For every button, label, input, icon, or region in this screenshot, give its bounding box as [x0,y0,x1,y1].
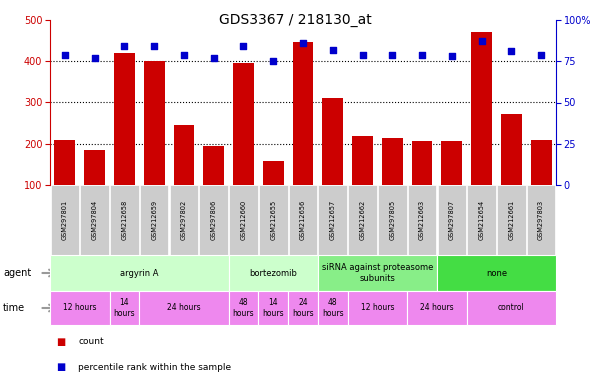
Text: GSM212663: GSM212663 [419,200,425,240]
Bar [54,140,75,226]
Text: none: none [486,268,507,278]
Point [120,43,129,50]
Text: GSM212658: GSM212658 [121,200,128,240]
Bar [531,140,551,226]
Text: ■: ■ [56,362,65,372]
Point [358,51,367,58]
Text: count: count [79,337,104,346]
Point [239,43,248,50]
Text: bortezomib: bortezomib [249,268,297,278]
Text: GSM297805: GSM297805 [389,200,395,240]
Text: GSM212656: GSM212656 [300,200,306,240]
Text: 24 hours: 24 hours [167,303,201,313]
Point [506,48,516,55]
Point [90,55,99,61]
Text: GSM297801: GSM297801 [62,200,68,240]
Text: 12 hours: 12 hours [361,303,394,313]
Text: GSM297803: GSM297803 [538,200,544,240]
Point [447,53,457,60]
Text: 12 hours: 12 hours [63,303,96,313]
Point [60,51,70,58]
Text: control: control [498,303,525,313]
Bar [144,61,165,226]
Text: 48
hours: 48 hours [322,298,343,318]
Text: ■: ■ [56,336,65,346]
Text: 14
hours: 14 hours [113,298,135,318]
Text: GSM212661: GSM212661 [508,200,514,240]
Text: percentile rank within the sample: percentile rank within the sample [79,363,232,372]
Point [209,55,219,61]
Point [417,51,427,58]
Point [388,51,397,58]
Text: GSM297804: GSM297804 [92,200,98,240]
Point [328,46,337,53]
Text: GSM212659: GSM212659 [151,200,157,240]
Point [268,58,278,65]
Point [150,43,159,50]
Bar [293,42,313,226]
Text: GSM212654: GSM212654 [479,200,485,240]
Bar [263,162,284,226]
Point [179,51,189,58]
Text: argyrin A: argyrin A [120,268,158,278]
Text: GSM212662: GSM212662 [359,200,365,240]
Bar [174,125,194,226]
Point [477,38,486,45]
Bar [471,31,492,226]
Text: GSM297807: GSM297807 [449,200,455,240]
Bar [382,138,402,226]
Text: 48
hours: 48 hours [233,298,254,318]
Bar [114,53,135,226]
Bar [322,98,343,226]
Bar [203,146,224,226]
Text: GSM297806: GSM297806 [211,200,217,240]
Bar [412,141,433,226]
Text: time: time [3,303,25,313]
Text: GSM212655: GSM212655 [270,200,276,240]
Bar [441,141,462,226]
Text: 24 hours: 24 hours [420,303,454,313]
Bar [352,136,373,226]
Text: agent: agent [3,268,31,278]
Text: GSM212660: GSM212660 [241,200,246,240]
Text: 24
hours: 24 hours [292,298,314,318]
Point [537,51,546,58]
Text: GSM297802: GSM297802 [181,200,187,240]
Text: siRNA against proteasome
subunits: siRNA against proteasome subunits [322,263,433,283]
Bar [501,114,522,226]
Bar [233,63,254,226]
Point [298,40,308,46]
Text: GSM212657: GSM212657 [330,200,336,240]
Text: 14
hours: 14 hours [262,298,284,318]
Text: GDS3367 / 218130_at: GDS3367 / 218130_at [219,13,372,27]
Bar [85,150,105,226]
